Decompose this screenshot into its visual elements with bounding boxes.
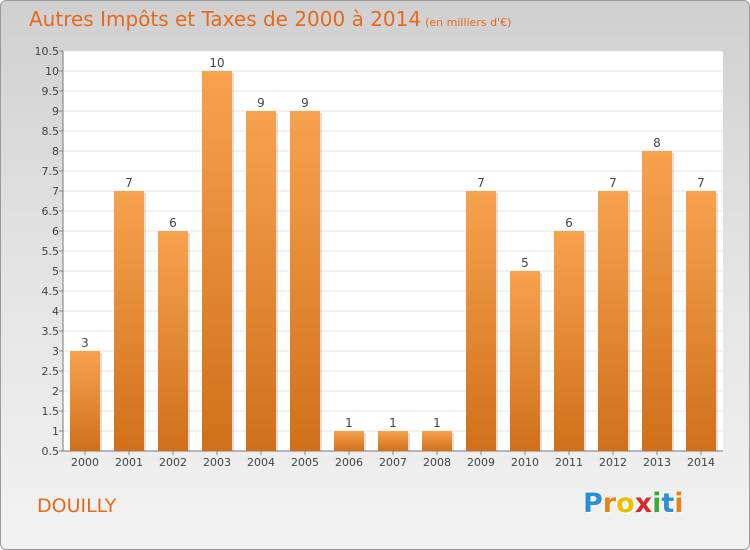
data-label: 7 xyxy=(697,176,705,190)
bar xyxy=(290,111,320,451)
bar xyxy=(246,111,276,451)
chart-title: Autres Impôts et Taxes de 2000 à 2014 (en… xyxy=(29,7,511,31)
y-tick-label: 8 xyxy=(52,145,59,158)
x-tick-label: 2002 xyxy=(159,456,187,469)
y-tick-label: 10 xyxy=(45,65,59,78)
y-tick-label: 9 xyxy=(52,105,59,118)
data-label: 3 xyxy=(81,336,89,350)
y-tick-label: 7 xyxy=(52,185,59,198)
y-tick-label: 6 xyxy=(52,225,59,238)
data-label: 9 xyxy=(257,96,265,110)
x-tick-label: 2009 xyxy=(467,456,495,469)
data-label: 6 xyxy=(565,216,573,230)
data-label: 9 xyxy=(301,96,309,110)
x-tick-label: 2010 xyxy=(511,456,539,469)
y-tick-label: 1 xyxy=(52,425,59,438)
y-tick-label: 9.5 xyxy=(42,85,60,98)
data-label: 8 xyxy=(653,136,661,150)
y-tick-label: 5.5 xyxy=(42,245,60,258)
y-tick-label: 1.5 xyxy=(42,405,60,418)
logo-letter: o xyxy=(616,488,635,519)
x-tick-label: 2011 xyxy=(555,456,583,469)
logo-letter: t xyxy=(661,488,675,519)
y-tick-label: 4 xyxy=(52,305,59,318)
commune-name: DOUILLY xyxy=(37,495,117,517)
data-label: 7 xyxy=(125,176,133,190)
data-label: 6 xyxy=(169,216,177,230)
y-tick-label: 4.5 xyxy=(42,285,60,298)
logo-letter: x xyxy=(634,488,653,519)
logo-letter: i xyxy=(652,488,662,519)
logo-letter: P xyxy=(583,488,603,519)
logo-letter: r xyxy=(602,488,617,519)
x-tick-label: 2008 xyxy=(423,456,451,469)
proxiti-logo: Proxiti xyxy=(583,488,684,519)
x-tick-label: 2005 xyxy=(291,456,319,469)
x-tick-label: 2014 xyxy=(687,456,715,469)
x-tick-label: 2013 xyxy=(643,456,671,469)
x-tick-label: 2001 xyxy=(115,456,143,469)
bar xyxy=(202,71,232,451)
data-label: 7 xyxy=(609,176,617,190)
bar xyxy=(642,151,672,451)
bar xyxy=(466,191,496,451)
y-tick-label: 10.5 xyxy=(35,45,60,58)
x-tick-label: 2007 xyxy=(379,456,407,469)
bar xyxy=(70,351,100,451)
y-tick-label: 6.5 xyxy=(42,205,60,218)
y-tick-label: 3 xyxy=(52,345,59,358)
chart-title-text: Autres Impôts et Taxes de 2000 à 2014 xyxy=(29,7,422,31)
data-label: 1 xyxy=(389,416,397,430)
bar xyxy=(158,231,188,451)
logo-letter: i xyxy=(674,488,684,519)
bar xyxy=(378,431,408,451)
bar xyxy=(598,191,628,451)
data-label: 5 xyxy=(521,256,529,270)
x-tick-label: 2012 xyxy=(599,456,627,469)
y-tick-label: 0.5 xyxy=(42,445,60,458)
data-label: 1 xyxy=(433,416,441,430)
data-label: 10 xyxy=(209,56,224,70)
chart-subtitle: (en milliers d'€) xyxy=(425,16,512,29)
x-tick-label: 2004 xyxy=(247,456,275,469)
data-label: 1 xyxy=(345,416,353,430)
bar xyxy=(510,271,540,451)
data-label: 7 xyxy=(477,176,485,190)
y-tick-label: 5 xyxy=(52,265,59,278)
bar xyxy=(114,191,144,451)
bar xyxy=(334,431,364,451)
bar xyxy=(422,431,452,451)
x-tick-label: 2003 xyxy=(203,456,231,469)
y-tick-label: 8.5 xyxy=(42,125,60,138)
y-tick-label: 2 xyxy=(52,385,59,398)
bar xyxy=(554,231,584,451)
y-tick-label: 2.5 xyxy=(42,365,60,378)
bar xyxy=(686,191,716,451)
y-tick-label: 7.5 xyxy=(42,165,60,178)
x-tick-label: 2006 xyxy=(335,456,363,469)
x-tick-label: 2000 xyxy=(71,456,99,469)
y-tick-label: 3.5 xyxy=(42,325,60,338)
